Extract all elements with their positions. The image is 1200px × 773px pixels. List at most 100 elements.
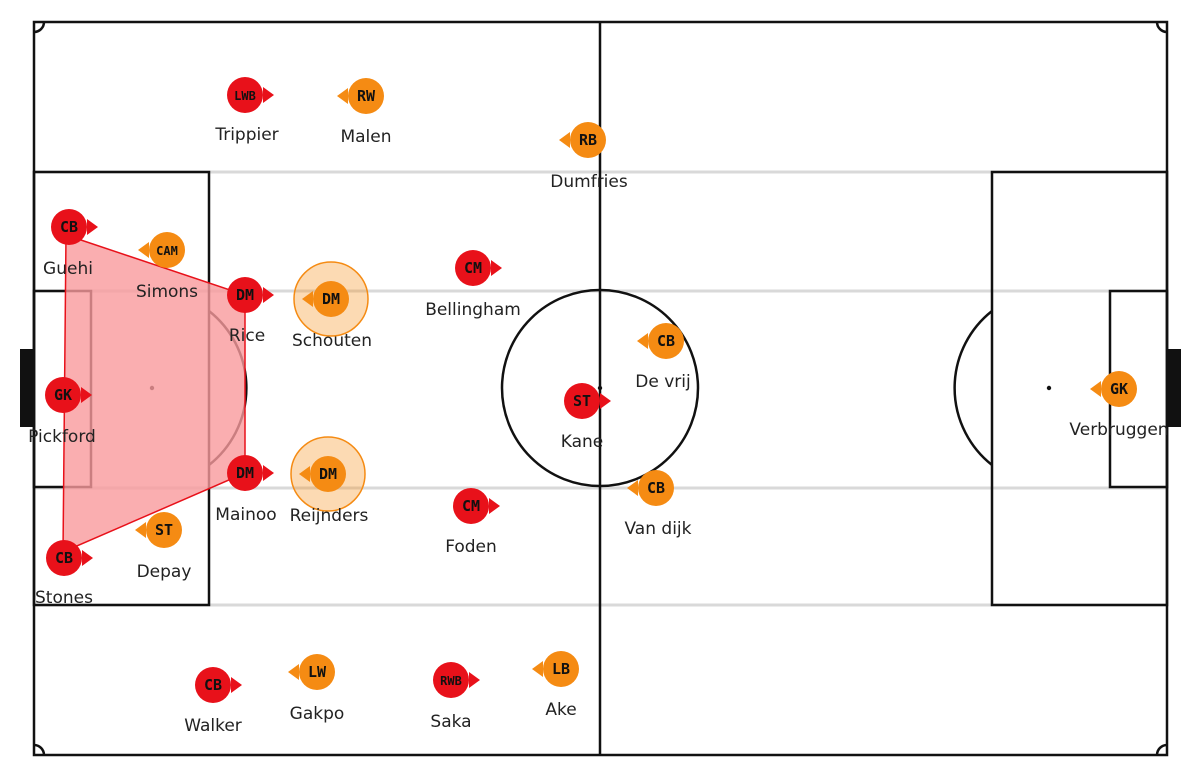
position-label: CM	[462, 497, 480, 515]
player-verbruggen: GK Verbruggen	[1069, 371, 1169, 440]
direction-arrow-icon	[135, 522, 146, 538]
player-name: Guehi	[43, 259, 93, 279]
direction-arrow-icon	[489, 498, 500, 514]
player-name: Rice	[229, 326, 265, 346]
right-penalty-arc	[953, 310, 993, 466]
position-label: CB	[657, 332, 675, 350]
direction-arrow-icon	[491, 260, 502, 276]
player-mainoo: DM Mainoo	[215, 455, 277, 525]
player-marker	[1101, 371, 1137, 407]
position-label: DM	[319, 465, 337, 483]
player-marker	[46, 540, 82, 576]
player-guehi: CB Guehi	[43, 209, 98, 279]
player-ake: LB Ake	[532, 651, 579, 720]
player-walker: CB Walker	[184, 667, 242, 736]
player-dumfries: RB Dumfries	[550, 122, 628, 192]
position-label: RB	[579, 131, 597, 149]
player-marker	[299, 654, 335, 690]
centre-circle	[500, 288, 700, 488]
player-marker	[648, 323, 684, 359]
player-marker	[564, 383, 600, 419]
position-label: DM	[236, 286, 254, 304]
player-name: Simons	[136, 282, 198, 302]
position-label: DM	[322, 290, 340, 308]
player-name: Kane	[561, 432, 604, 452]
right-penalty-area	[990, 170, 1169, 607]
direction-arrow-icon	[87, 219, 98, 235]
player-saka: RWB Saka	[430, 662, 480, 732]
player-name: Verbruggen	[1069, 420, 1168, 440]
goals	[20, 349, 1181, 427]
player-marker	[433, 662, 469, 698]
direction-arrow-icon	[600, 393, 611, 409]
player-stones: CB Stones	[35, 540, 93, 608]
player-marker	[313, 281, 349, 317]
player-name: Mainoo	[215, 505, 276, 525]
player-name: Ake	[545, 700, 576, 720]
player-rice: DM Rice	[227, 277, 274, 346]
pitch-spots	[149, 385, 1052, 391]
player-marker	[227, 455, 263, 491]
player-simons: CAM Simons	[136, 232, 198, 302]
player-name: Schouten	[292, 331, 372, 351]
player-foden: CM Foden	[445, 488, 500, 557]
right-goal	[1167, 349, 1181, 427]
player-marker	[45, 377, 81, 413]
direction-arrow-icon	[299, 466, 310, 482]
player-name: Bellingham	[425, 300, 521, 320]
position-label: CB	[60, 218, 78, 236]
player-name: Gakpo	[290, 704, 345, 724]
direction-arrow-icon	[1090, 381, 1101, 397]
centre-spot	[597, 385, 603, 391]
player-name: Saka	[430, 712, 471, 732]
direction-arrow-icon	[288, 664, 299, 680]
player-marker	[51, 209, 87, 245]
direction-arrow-icon	[337, 88, 348, 104]
direction-arrow-icon	[637, 333, 648, 349]
direction-arrow-icon	[81, 387, 92, 403]
player-name: Van dijk	[625, 519, 692, 539]
corner-arc-top-right	[1155, 21, 1168, 34]
direction-arrow-icon	[532, 661, 543, 677]
player-name: Trippier	[214, 125, 278, 145]
player-marker	[543, 651, 579, 687]
players-layer: LWB Trippier CB Guehi GK Pickford CB Stones CB Wa…	[28, 77, 1169, 736]
player-name: De vrij	[635, 372, 690, 392]
player-reijnders: DM Reijnders	[290, 436, 369, 526]
player-kane: ST Kane	[561, 383, 611, 452]
direction-arrow-icon	[263, 465, 274, 481]
right-penalty-spot	[1046, 385, 1052, 391]
player-marker	[453, 488, 489, 524]
position-label: GK	[54, 386, 72, 404]
position-label: LWB	[234, 89, 256, 103]
player-marker	[310, 456, 346, 492]
player-marker	[149, 232, 185, 268]
position-label: CB	[647, 479, 665, 497]
corner-arc-bottom-right	[1155, 743, 1168, 756]
position-label: RWB	[440, 674, 462, 688]
player-pickford: GK Pickford	[28, 377, 96, 447]
direction-arrow-icon	[263, 287, 274, 303]
player-name: Pickford	[28, 427, 96, 447]
player-marker	[146, 512, 182, 548]
player-name: Depay	[137, 562, 192, 582]
player-name: Malen	[340, 127, 391, 147]
left-goal	[20, 349, 34, 427]
player-name: Stones	[35, 588, 93, 608]
player-name: Reijnders	[290, 506, 369, 526]
player-malen: RW Malen	[337, 78, 392, 147]
player-marker	[227, 277, 263, 313]
player-name: Walker	[184, 716, 242, 736]
direction-arrow-icon	[302, 291, 313, 307]
player-bellingham: CM Bellingham	[425, 250, 521, 320]
player-marker	[570, 122, 606, 158]
position-label: LW	[308, 663, 327, 681]
player-marker	[227, 77, 263, 113]
player-marker	[455, 250, 491, 286]
position-label: ST	[155, 521, 173, 539]
player-depay: ST Depay	[135, 512, 191, 582]
direction-arrow-icon	[469, 672, 480, 688]
position-label: GK	[1110, 380, 1128, 398]
position-label: LB	[552, 660, 570, 678]
